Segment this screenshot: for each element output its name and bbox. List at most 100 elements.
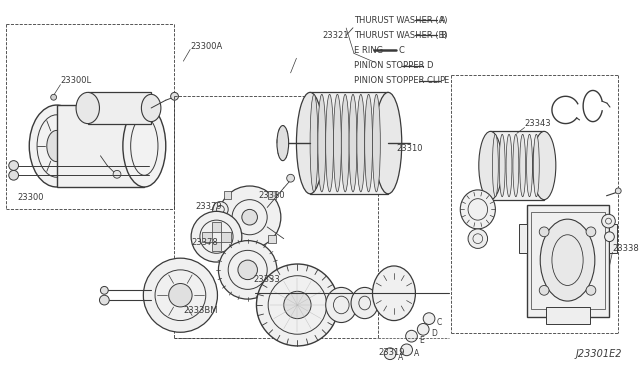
Circle shape <box>540 285 549 295</box>
Text: 23378: 23378 <box>191 238 218 247</box>
Ellipse shape <box>540 219 595 301</box>
Bar <box>223 191 232 199</box>
Circle shape <box>9 170 19 180</box>
Circle shape <box>602 214 615 228</box>
Ellipse shape <box>372 266 415 321</box>
Ellipse shape <box>460 190 495 229</box>
Text: E: E <box>419 336 424 344</box>
Bar <box>310 92 388 194</box>
Text: 23300L: 23300L <box>60 76 92 85</box>
Ellipse shape <box>218 241 277 299</box>
Text: PINION STOPPER CLIP: PINION STOPPER CLIP <box>354 76 445 85</box>
Ellipse shape <box>123 105 166 187</box>
Circle shape <box>113 170 121 178</box>
Circle shape <box>100 286 108 294</box>
Bar <box>212 222 221 232</box>
Text: 23343: 23343 <box>525 119 551 128</box>
Ellipse shape <box>374 92 402 194</box>
Ellipse shape <box>326 288 357 323</box>
Circle shape <box>615 188 621 194</box>
Text: A: A <box>415 349 420 358</box>
Text: 2333BM: 2333BM <box>183 306 218 315</box>
Ellipse shape <box>277 125 289 161</box>
Bar <box>88 92 151 124</box>
Ellipse shape <box>506 134 512 197</box>
Circle shape <box>212 202 228 217</box>
Ellipse shape <box>479 131 502 200</box>
Text: 23321: 23321 <box>323 31 349 40</box>
Circle shape <box>406 330 417 342</box>
Ellipse shape <box>513 134 519 197</box>
Circle shape <box>417 324 429 335</box>
Ellipse shape <box>169 283 192 307</box>
Text: C: C <box>399 46 404 55</box>
Text: 23310: 23310 <box>396 144 422 153</box>
Ellipse shape <box>29 105 84 187</box>
Ellipse shape <box>242 209 257 225</box>
Circle shape <box>605 232 614 241</box>
Ellipse shape <box>372 94 380 192</box>
Ellipse shape <box>310 94 318 192</box>
Ellipse shape <box>238 260 257 280</box>
Circle shape <box>287 174 294 182</box>
Text: B: B <box>440 31 445 40</box>
Ellipse shape <box>380 274 408 313</box>
Circle shape <box>468 229 488 248</box>
Ellipse shape <box>533 134 540 197</box>
Text: THURUST WASHER (B): THURUST WASHER (B) <box>354 31 447 40</box>
Ellipse shape <box>349 94 357 192</box>
Circle shape <box>51 94 56 100</box>
Circle shape <box>401 344 413 356</box>
Circle shape <box>384 348 396 360</box>
Ellipse shape <box>499 134 505 197</box>
Ellipse shape <box>143 258 218 332</box>
Text: D: D <box>426 61 433 70</box>
Ellipse shape <box>218 186 281 248</box>
Bar <box>56 105 145 187</box>
Text: 23379: 23379 <box>195 202 221 211</box>
Text: A: A <box>398 353 403 362</box>
Text: A: A <box>440 16 445 25</box>
Text: 23300A: 23300A <box>190 42 223 51</box>
Text: 23333: 23333 <box>253 275 280 284</box>
Bar <box>221 232 231 241</box>
Ellipse shape <box>527 134 532 197</box>
Bar <box>490 131 544 200</box>
Text: PINION STOPPER: PINION STOPPER <box>354 61 424 70</box>
Text: 23319: 23319 <box>378 348 405 357</box>
Text: D: D <box>431 329 437 338</box>
Circle shape <box>99 295 109 305</box>
Ellipse shape <box>365 94 372 192</box>
Ellipse shape <box>326 94 333 192</box>
Text: E RING: E RING <box>354 46 383 55</box>
Ellipse shape <box>257 264 339 346</box>
Text: 23338: 23338 <box>612 244 639 253</box>
Circle shape <box>586 227 596 237</box>
Ellipse shape <box>141 94 161 122</box>
Text: THURUST WASHER (A): THURUST WASHER (A) <box>354 16 447 25</box>
Circle shape <box>171 92 179 100</box>
Ellipse shape <box>284 291 311 319</box>
Bar <box>223 235 232 243</box>
Text: J23301E2: J23301E2 <box>575 349 622 359</box>
Bar <box>212 241 221 251</box>
Circle shape <box>9 161 19 170</box>
Text: 23300: 23300 <box>17 193 44 202</box>
Ellipse shape <box>296 92 324 194</box>
Text: E: E <box>444 76 449 85</box>
Ellipse shape <box>532 131 556 200</box>
Bar <box>546 307 590 324</box>
Ellipse shape <box>191 211 242 262</box>
Ellipse shape <box>47 131 67 161</box>
Ellipse shape <box>341 94 349 192</box>
Ellipse shape <box>351 288 378 319</box>
Circle shape <box>423 313 435 324</box>
Bar <box>519 224 527 253</box>
Ellipse shape <box>357 94 365 192</box>
Ellipse shape <box>76 92 99 124</box>
Bar <box>202 232 212 241</box>
Circle shape <box>586 285 596 295</box>
Bar <box>268 235 276 243</box>
Bar <box>531 212 605 309</box>
Bar <box>609 224 617 253</box>
